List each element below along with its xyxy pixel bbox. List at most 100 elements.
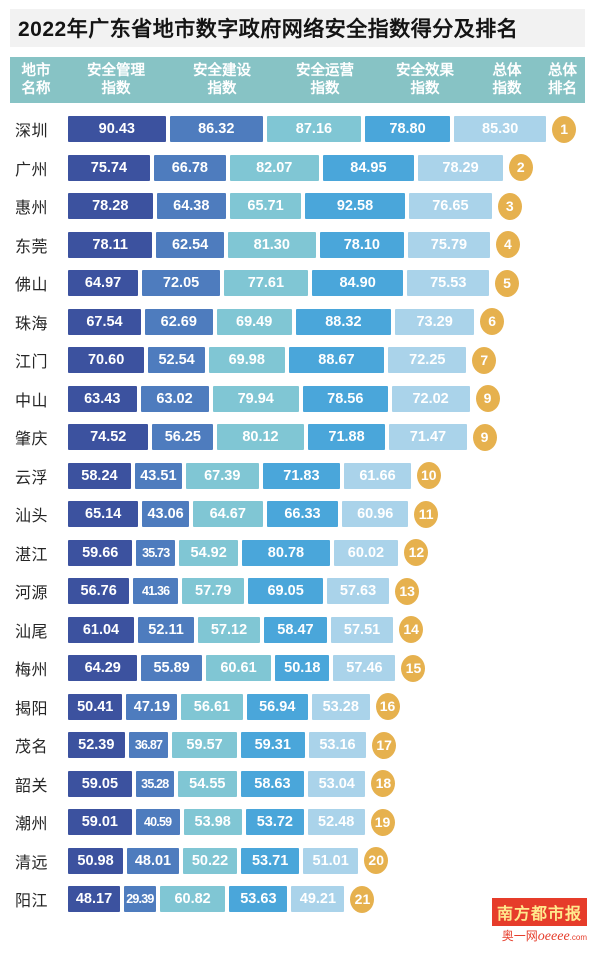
bar-segment: 35.28 [135,770,174,797]
rank-badge: 21 [350,885,375,913]
header-overall-rank: 总体 排名 [540,57,585,103]
bar-segment: 73.29 [395,308,475,335]
city-label: 潮州 [15,816,49,834]
bar-segment: 60.61 [205,655,272,682]
city-label: 湛江 [15,546,49,564]
bar-segment: 58.63 [240,770,305,797]
bar-segment: 75.79 [408,231,490,258]
city-label: 中山 [15,392,49,410]
bar-segment: 54.92 [179,539,239,566]
header-col3-line2: 指数 [310,81,340,97]
bar-segment: 63.43 [68,385,137,412]
table-header: 地市 名称 安全管理 指数 安全建设 指数 安全运营 指数 安全效果 指数 总体… [10,57,585,103]
header-city-line1: 地市 [21,63,51,79]
rank-badge: 11 [414,500,439,528]
bar-segment: 40.59 [135,809,180,836]
bar-segment: 86.32 [169,116,263,143]
rank-badge: 2 [508,154,533,182]
rank-badge: 19 [370,808,395,836]
bar-segment: 75.74 [68,154,150,181]
bar-segment: 53.72 [245,809,304,836]
bar-segment: 52.48 [307,809,365,836]
bar-segment: 79.94 [212,385,299,412]
table-row: 云浮 58.24 43.51 67.39 71.83 61.66 10 [10,457,595,496]
table-row: 清远 50.98 48.01 50.22 53.71 51.01 20 [10,842,595,881]
bar-segment: 87.16 [266,116,361,143]
bar-segment: 48.01 [127,847,179,874]
bar-segment: 50.41 [68,693,123,720]
bar-segment: 61.66 [344,462,411,489]
rank-badge: 16 [375,693,400,721]
city-label: 珠海 [15,315,49,333]
bar-segment: 60.96 [342,501,409,528]
bar-segment: 41.36 [133,578,178,605]
bar-segment: 57.12 [198,616,260,643]
city-label: 清远 [15,854,49,872]
table-row: 潮州 59.01 40.59 53.98 53.72 52.48 19 [10,803,595,842]
bar-segment: 52.39 [68,732,125,759]
rank-badge: 7 [472,346,497,374]
rank-badge: 6 [480,308,505,336]
header-col1-line2: 指数 [101,81,131,97]
header-security-management: 安全管理 指数 [62,57,170,103]
bar-segment: 56.61 [181,693,243,720]
bar-segment: 78.28 [68,193,153,220]
bar-segment: 61.04 [68,616,134,643]
table-row: 深圳 90.43 86.32 87.16 78.80 85.30 1 [10,110,595,149]
bar-segment: 71.83 [262,462,341,489]
city-label: 汕尾 [15,623,49,641]
bar-segment: 74.52 [68,424,149,451]
bar-segment: 78.80 [365,116,451,143]
bar-segment: 59.01 [68,809,132,836]
bar-segment: 65.14 [68,501,139,528]
bar-segment: 50.22 [182,847,238,874]
bar-segment: 92.58 [305,193,405,220]
rank-badge: 12 [404,539,429,567]
bar-segment: 57.63 [326,578,390,605]
rank-badge: 17 [372,731,397,759]
bar-segment: 57.79 [181,578,245,605]
table-row: 惠州 78.28 64.38 65.71 92.58 76.65 3 [10,187,595,226]
rank-badge: 5 [495,269,520,297]
bar-segment: 71.47 [389,424,467,451]
publisher-block: 南方都市报 奥一网oeeee.com [491,898,587,945]
bar-segment: 53.04 [308,770,366,797]
city-label: 揭阳 [15,700,49,718]
table-row: 梅州 64.29 55.89 60.61 50.18 57.46 15 [10,649,595,688]
rank-badge: 20 [364,847,389,875]
header-security-construction: 安全建设 指数 [170,57,274,103]
header-col3-line1: 安全运营 [296,63,354,79]
city-label: 河源 [15,585,49,603]
bar-segment: 58.24 [68,462,131,489]
bar-segment: 69.98 [208,347,285,374]
bar-segment: 49.21 [291,886,345,913]
header-col2-line2: 指数 [207,81,237,97]
bar-segment: 62.69 [144,308,213,335]
rank-badge: 18 [371,770,396,798]
bar-segment: 80.12 [217,424,304,451]
bar-segment: 59.66 [68,539,133,566]
bar-segment: 66.33 [266,501,339,528]
bar-segment: 64.38 [156,193,227,220]
publisher-logo: 南方都市报 [491,898,587,926]
city-label: 茂名 [15,739,49,757]
bar-segment: 78.56 [302,385,388,412]
tagline-cn: 奥一网 [501,929,538,943]
table-row: 珠海 67.54 62.69 69.49 88.32 73.29 6 [10,303,595,342]
bar-segment: 64.67 [192,501,263,528]
header-overall-index: 总体 指数 [474,57,540,103]
bar-segment: 56.94 [246,693,308,720]
bar-segment: 80.78 [242,539,330,566]
rank-badge: 4 [495,231,520,259]
bar-segment: 53.98 [183,809,242,836]
bar-segment: 50.18 [275,655,330,682]
header-city-line2: 名称 [21,81,51,97]
city-label: 梅州 [15,662,49,680]
bar-segment: 67.54 [68,308,141,335]
city-label: 肇庆 [15,431,49,449]
bar-segment: 62.54 [156,231,224,258]
bar-segment: 54.55 [177,770,237,797]
bar-segment: 48.17 [68,886,121,913]
tagline-tld: .com [569,933,587,942]
